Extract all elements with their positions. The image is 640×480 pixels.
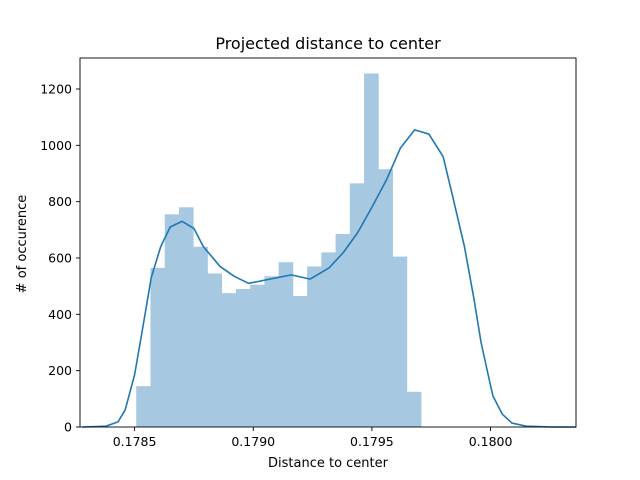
histogram-bar [178, 207, 194, 427]
y-tick-label: 400 [48, 307, 72, 322]
x-axis-label: Distance to center [268, 456, 389, 471]
y-tick-label: 1000 [40, 138, 72, 153]
x-tick-label: 0.1795 [350, 434, 394, 449]
histogram-bars [136, 73, 422, 427]
y-tick-label: 1200 [40, 81, 72, 96]
y-tick-label: 600 [48, 250, 72, 265]
histogram-bar [264, 276, 280, 427]
y-tick-label: 0 [64, 420, 72, 435]
histogram-bar [164, 214, 180, 427]
x-tick-label: 0.1800 [469, 434, 513, 449]
histogram-bar [364, 73, 379, 427]
y-tick-label: 800 [48, 194, 72, 209]
histogram-bar [406, 391, 422, 427]
histogram-bar [378, 169, 393, 427]
kde-density-line [82, 129, 576, 428]
histogram-bar [321, 252, 336, 427]
y-tick-label: 200 [48, 363, 72, 378]
histogram-bar [292, 296, 308, 427]
histogram-bar [278, 262, 294, 427]
y-axis-label: # of occurence [15, 195, 30, 294]
y-axis-ticks: 0 200 400 600 800 1000 1200 [40, 81, 80, 435]
histogram-bar [335, 234, 351, 427]
histogram-bar [250, 284, 265, 427]
plot-frame [79, 57, 577, 428]
histogram-bar [392, 256, 408, 427]
histogram-bar [235, 288, 251, 427]
x-tick-label: 0.1790 [231, 434, 275, 449]
histogram-bar [193, 246, 208, 427]
x-axis-ticks: 0.1785 0.1790 0.1795 0.1800 [113, 427, 513, 449]
histogram-bar [307, 266, 322, 427]
histogram-bar [221, 293, 237, 427]
x-tick-label: 0.1785 [113, 434, 157, 449]
histogram-bar [207, 273, 223, 427]
histogram-bar [150, 267, 166, 427]
chart-title: Projected distance to center [215, 34, 441, 53]
histogram-bar [349, 183, 365, 427]
histogram-bar [136, 386, 151, 427]
